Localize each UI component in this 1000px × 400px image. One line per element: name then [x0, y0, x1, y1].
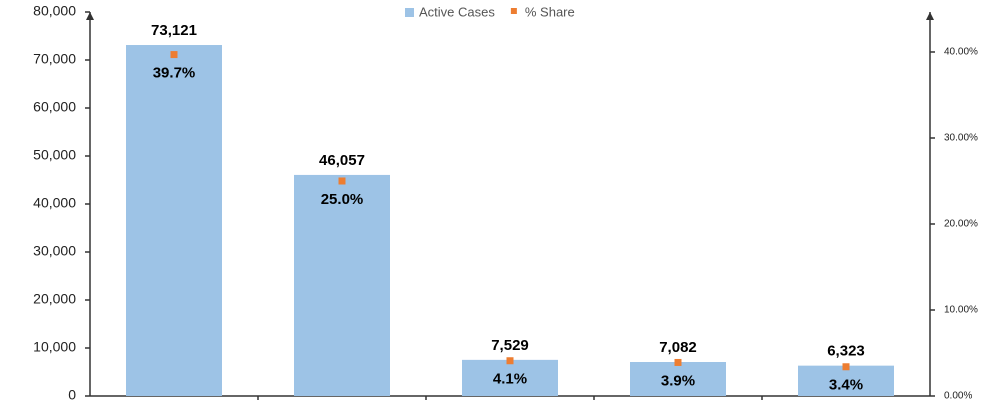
data-label: 4.1%: [493, 371, 527, 388]
y-tick-label: 60,000: [33, 99, 76, 115]
data-label: 7,529: [491, 337, 529, 354]
y-tick-label: 80,000: [33, 3, 76, 19]
y2-axis-arrow: [926, 12, 934, 20]
y-axis-arrow: [86, 12, 94, 20]
y2-tick-label: 0.00%: [944, 391, 972, 400]
legend-label: % Share: [525, 4, 575, 19]
point: [170, 51, 178, 59]
y-tick-label: 10,000: [33, 339, 76, 355]
y2-tick-label: 30.00%: [944, 133, 978, 144]
data-label: 46,057: [319, 152, 365, 169]
data-label: 6,323: [827, 343, 865, 360]
point: [338, 177, 346, 185]
data-label: 73,121: [151, 22, 197, 39]
point: [842, 363, 850, 371]
legend-marker: [405, 8, 414, 17]
data-label: 3.4%: [829, 377, 863, 394]
y2-tick-label: 10.00%: [944, 305, 978, 316]
data-label: 7,082: [659, 339, 697, 356]
y2-tick-label: 20.00%: [944, 219, 978, 230]
y-tick-label: 50,000: [33, 147, 76, 163]
y-tick-label: 0: [68, 387, 76, 400]
data-label: 3.9%: [661, 372, 695, 389]
y-tick-label: 30,000: [33, 243, 76, 259]
data-label: 25.0%: [321, 191, 364, 208]
bar: [798, 365, 894, 396]
y2-tick-label: 40.00%: [944, 47, 978, 58]
y-tick-label: 40,000: [33, 195, 76, 211]
data-label: 39.7%: [153, 65, 196, 82]
legend-label: Active Cases: [419, 4, 495, 19]
bar: [294, 174, 390, 396]
point: [674, 358, 682, 366]
y-tick-label: 20,000: [33, 291, 76, 307]
bar: [126, 45, 222, 397]
legend-marker: [510, 8, 517, 14]
bar: [630, 362, 726, 396]
bar: [462, 359, 558, 396]
y-tick-label: 70,000: [33, 51, 76, 67]
point: [506, 357, 514, 365]
